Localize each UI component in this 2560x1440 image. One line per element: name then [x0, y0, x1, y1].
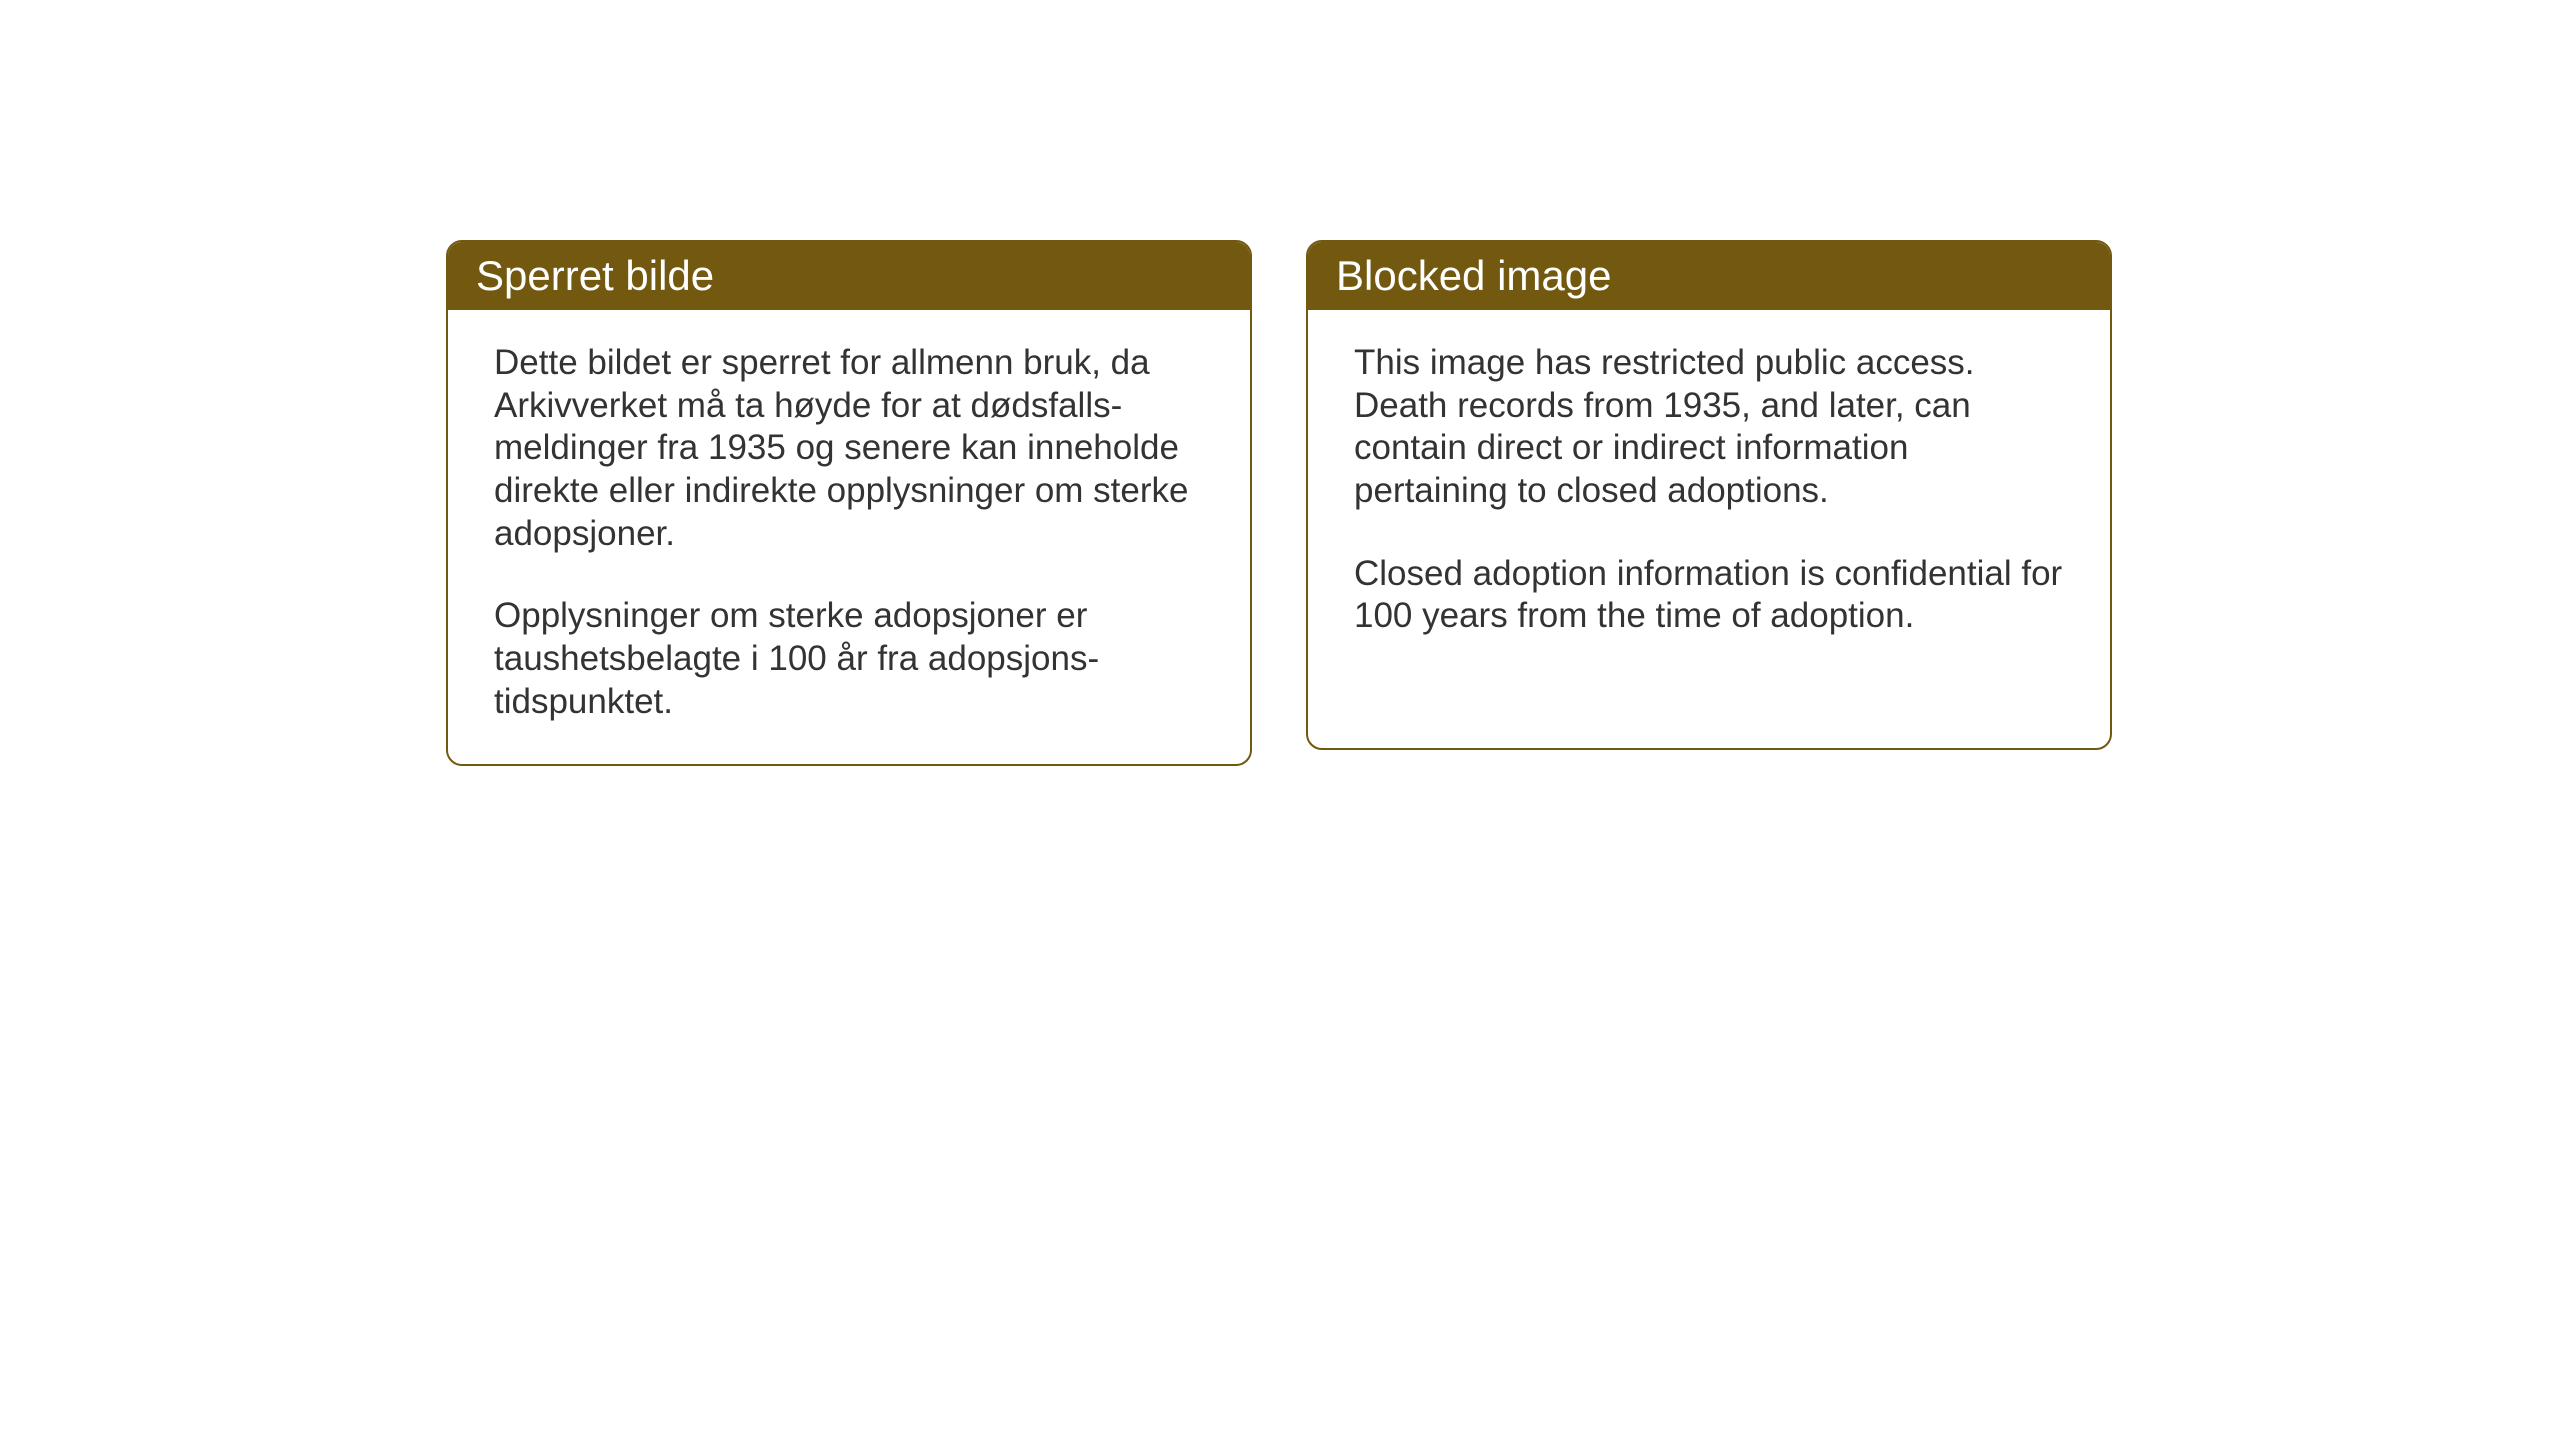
english-paragraph-2: Closed adoption information is confident…	[1354, 553, 2064, 638]
english-card-body: This image has restricted public access.…	[1308, 310, 2110, 678]
english-paragraph-1: This image has restricted public access.…	[1354, 342, 2064, 513]
norwegian-paragraph-1: Dette bildet er sperret for allmenn bruk…	[494, 342, 1204, 555]
norwegian-card-header: Sperret bilde	[448, 242, 1250, 310]
english-card: Blocked image This image has restricted …	[1306, 240, 2112, 750]
english-card-header: Blocked image	[1308, 242, 2110, 310]
norwegian-card: Sperret bilde Dette bildet er sperret fo…	[446, 240, 1252, 766]
english-card-title: Blocked image	[1336, 252, 1611, 299]
norwegian-card-body: Dette bildet er sperret for allmenn bruk…	[448, 310, 1250, 764]
norwegian-paragraph-2: Opplysninger om sterke adopsjoner er tau…	[494, 595, 1204, 723]
norwegian-card-title: Sperret bilde	[476, 252, 714, 299]
cards-container: Sperret bilde Dette bildet er sperret fo…	[446, 240, 2112, 766]
